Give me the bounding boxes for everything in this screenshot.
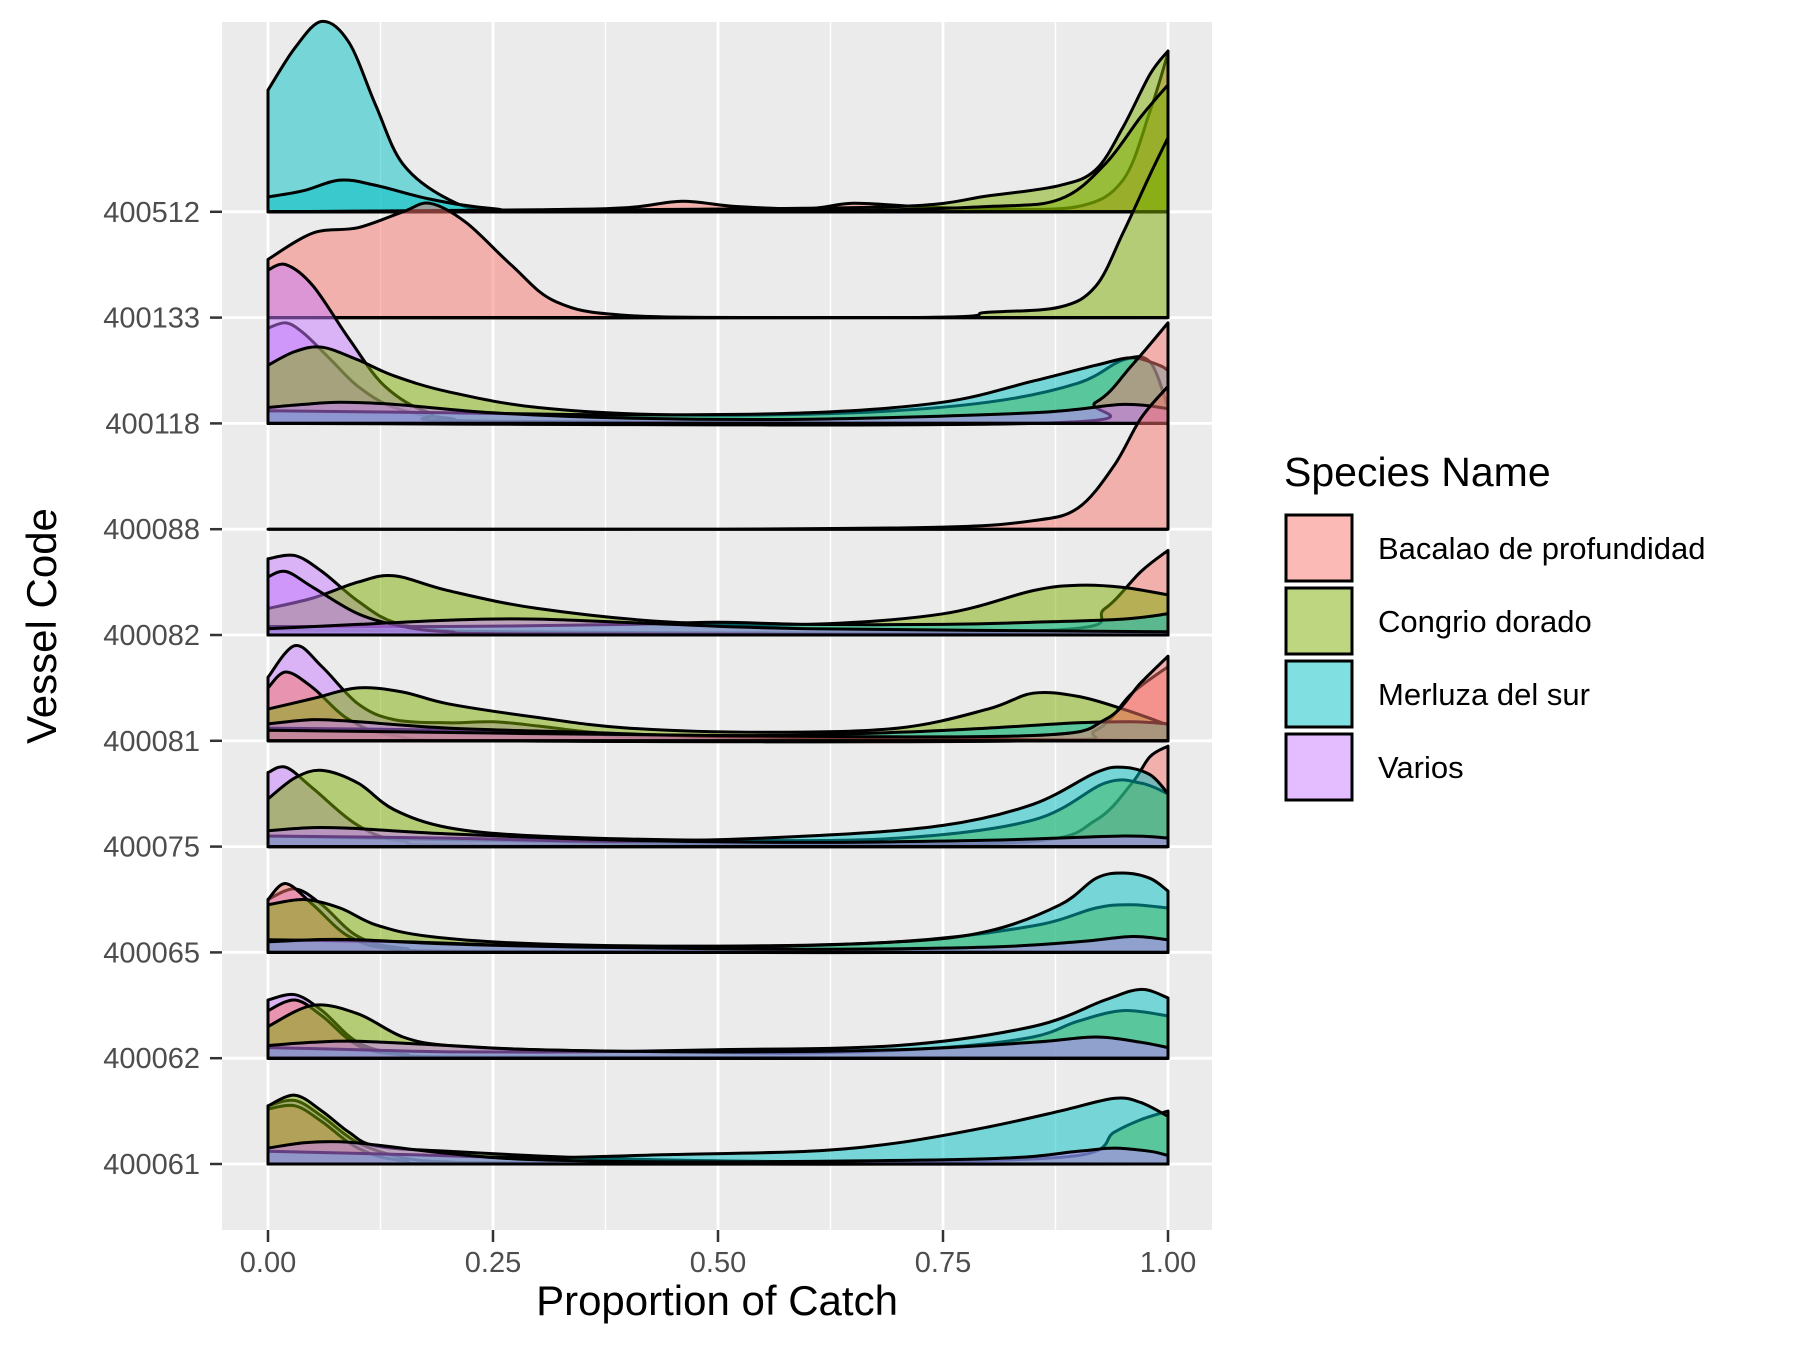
density-varios-400082	[266, 617, 1170, 637]
legend: Species Name Bacalao de profundidad Congr…	[1284, 449, 1705, 802]
y-tick-label: 400088	[103, 514, 200, 546]
y-axis-title: Vessel Code	[18, 508, 65, 744]
density-varios-400118	[266, 400, 1170, 425]
ridge-400075	[266, 744, 1170, 849]
x-tick-label: 0.25	[465, 1247, 521, 1279]
ridge-400082	[266, 548, 1170, 637]
y-tick-label: 400061	[103, 1149, 200, 1181]
x-tick-label: 0.75	[915, 1247, 971, 1279]
legend-label: Congrio dorado	[1378, 604, 1592, 639]
x-axis: 0.00 0.25 0.50 0.75 1.00	[240, 1230, 1196, 1279]
x-axis-title: Proportion of Catch	[536, 1277, 898, 1324]
density-varios-400061	[266, 1140, 1170, 1166]
x-tick-label: 0.00	[240, 1247, 296, 1279]
x-tick-label: 0.50	[690, 1247, 746, 1279]
legend-label: Bacalao de profundidad	[1378, 531, 1705, 566]
density-varios-400065	[266, 934, 1170, 954]
y-tick-label: 400133	[103, 303, 200, 335]
y-tick-label: 400081	[103, 726, 200, 758]
density-varios-400075	[266, 825, 1170, 849]
legend-key-merluza-del-sur	[1284, 659, 1354, 729]
y-axis: 400061 400062 400065 400075 400081 400082 4000…	[103, 197, 222, 1181]
ridge-400088	[266, 384, 1170, 531]
y-tick-label: 400062	[103, 1043, 200, 1075]
ridge-400065	[266, 871, 1170, 955]
legend-title: Species Name	[1284, 449, 1551, 495]
density-varios-400062	[266, 1035, 1170, 1060]
x-tick-label: 1.00	[1140, 1247, 1196, 1279]
density-bacalao-de-profundidad-400081	[266, 654, 1170, 743]
legend-key-congrio-dorado	[1284, 586, 1354, 656]
ridges	[266, 19, 1170, 1166]
ridge-400062	[266, 987, 1170, 1060]
y-tick-label: 400118	[105, 408, 200, 440]
legend-label: Merluza del sur	[1378, 677, 1590, 712]
y-tick-label: 400512	[103, 197, 200, 229]
y-tick-label: 400082	[103, 620, 200, 652]
ridge-400133	[266, 136, 1170, 320]
density-congrio-dorado-400081	[266, 686, 1170, 743]
y-tick-label: 400065	[103, 937, 200, 969]
y-tick-label: 400075	[103, 832, 200, 864]
legend-key-varios	[1284, 732, 1354, 802]
ridge-400081	[266, 644, 1170, 744]
legend-label: Varios	[1378, 750, 1464, 785]
ridge-400061	[266, 1093, 1170, 1166]
legend-key-bacalao-de-profundidad	[1284, 513, 1354, 583]
ridge-400118	[266, 262, 1170, 427]
